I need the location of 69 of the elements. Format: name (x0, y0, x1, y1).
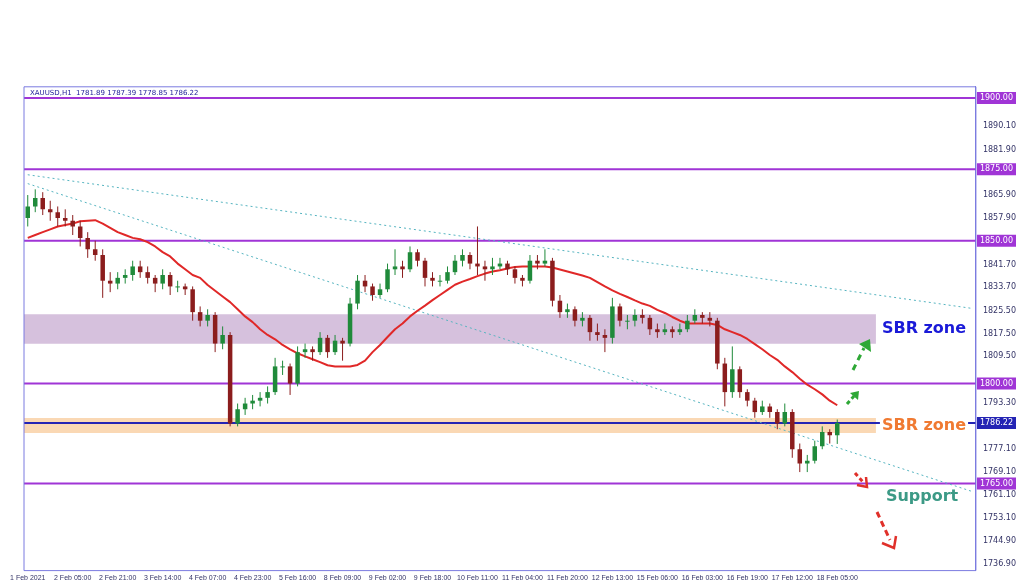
candlestick (287, 363, 293, 396)
candlestick (160, 268, 165, 290)
candlestick (70, 214, 75, 236)
y-tick-label: 1865.90 (982, 190, 1017, 200)
y-tick-label: 1793.30 (982, 397, 1017, 407)
candlestick (107, 271, 113, 293)
candlestick (812, 440, 818, 464)
band-label: SBR zone (881, 414, 967, 434)
candlestick (257, 391, 263, 407)
candlestick (782, 403, 788, 427)
candlestick (40, 191, 45, 216)
candlestick (572, 305, 578, 327)
candlestick (197, 305, 203, 327)
y-tick-label: 1736.90 (982, 558, 1017, 568)
candlestick (92, 240, 98, 262)
candlestick (340, 337, 345, 362)
candlestick (55, 205, 60, 227)
candlestick (85, 231, 90, 259)
candlestick (220, 325, 225, 350)
candlestick (775, 408, 780, 430)
y-tick-label: 1761.10 (982, 489, 1017, 499)
candlestick (797, 443, 803, 473)
ref-line-label: 1900.00 (979, 93, 1014, 103)
y-tick-label: 1769.10 (982, 466, 1017, 476)
candlestick (482, 260, 488, 282)
ref-line-label: 1850.00 (979, 235, 1014, 245)
candlestick (662, 323, 668, 336)
y-tick-label: 1817.50 (982, 328, 1017, 338)
band-label: SBR zone (881, 318, 967, 338)
candlestick (632, 308, 638, 327)
candlestick (175, 280, 180, 293)
candlestick (467, 251, 473, 270)
candlestick (280, 360, 285, 376)
y-tick-label: 1753.10 (982, 512, 1017, 522)
candlestick (302, 343, 308, 359)
y-tick-label: 1857.90 (982, 213, 1017, 223)
y-tick-label: 1777.10 (982, 444, 1017, 454)
candlestick (437, 274, 443, 287)
candlestick (355, 274, 360, 310)
candlestick (542, 248, 548, 267)
candlestick (130, 260, 135, 282)
candlestick (625, 314, 630, 330)
candlestick (77, 220, 83, 247)
candlestick (47, 200, 53, 222)
candlestick (377, 283, 383, 299)
ref-line-label: 1875.00 (979, 164, 1014, 174)
y-tick-label: 1890.10 (982, 121, 1017, 131)
candlestick (835, 419, 840, 445)
y-tick-label: 1809.50 (982, 351, 1017, 361)
candlestick (235, 403, 240, 427)
y-tick-label: 1833.70 (982, 282, 1017, 292)
ref-line-label: 1800.00 (979, 378, 1014, 388)
candlestick (190, 285, 195, 322)
y-tick-label: 1825.50 (982, 305, 1017, 315)
candlestick (385, 263, 390, 293)
candlestick (25, 194, 30, 227)
candlestick (392, 248, 398, 276)
y-tick-label: 1744.90 (982, 535, 1017, 545)
candlestick (602, 328, 608, 353)
annotation: Support (885, 485, 959, 505)
ref-line-label: 1765.00 (979, 478, 1014, 488)
candlestick (730, 345, 735, 399)
candlestick (325, 334, 330, 359)
y-tick-label: 1841.70 (982, 259, 1017, 269)
ref-line-label: 1786.22 (979, 417, 1014, 427)
candlestick (617, 303, 623, 327)
candlestick (820, 425, 825, 450)
candlestick (512, 265, 518, 285)
y-tick-label: 1881.90 (982, 144, 1017, 154)
